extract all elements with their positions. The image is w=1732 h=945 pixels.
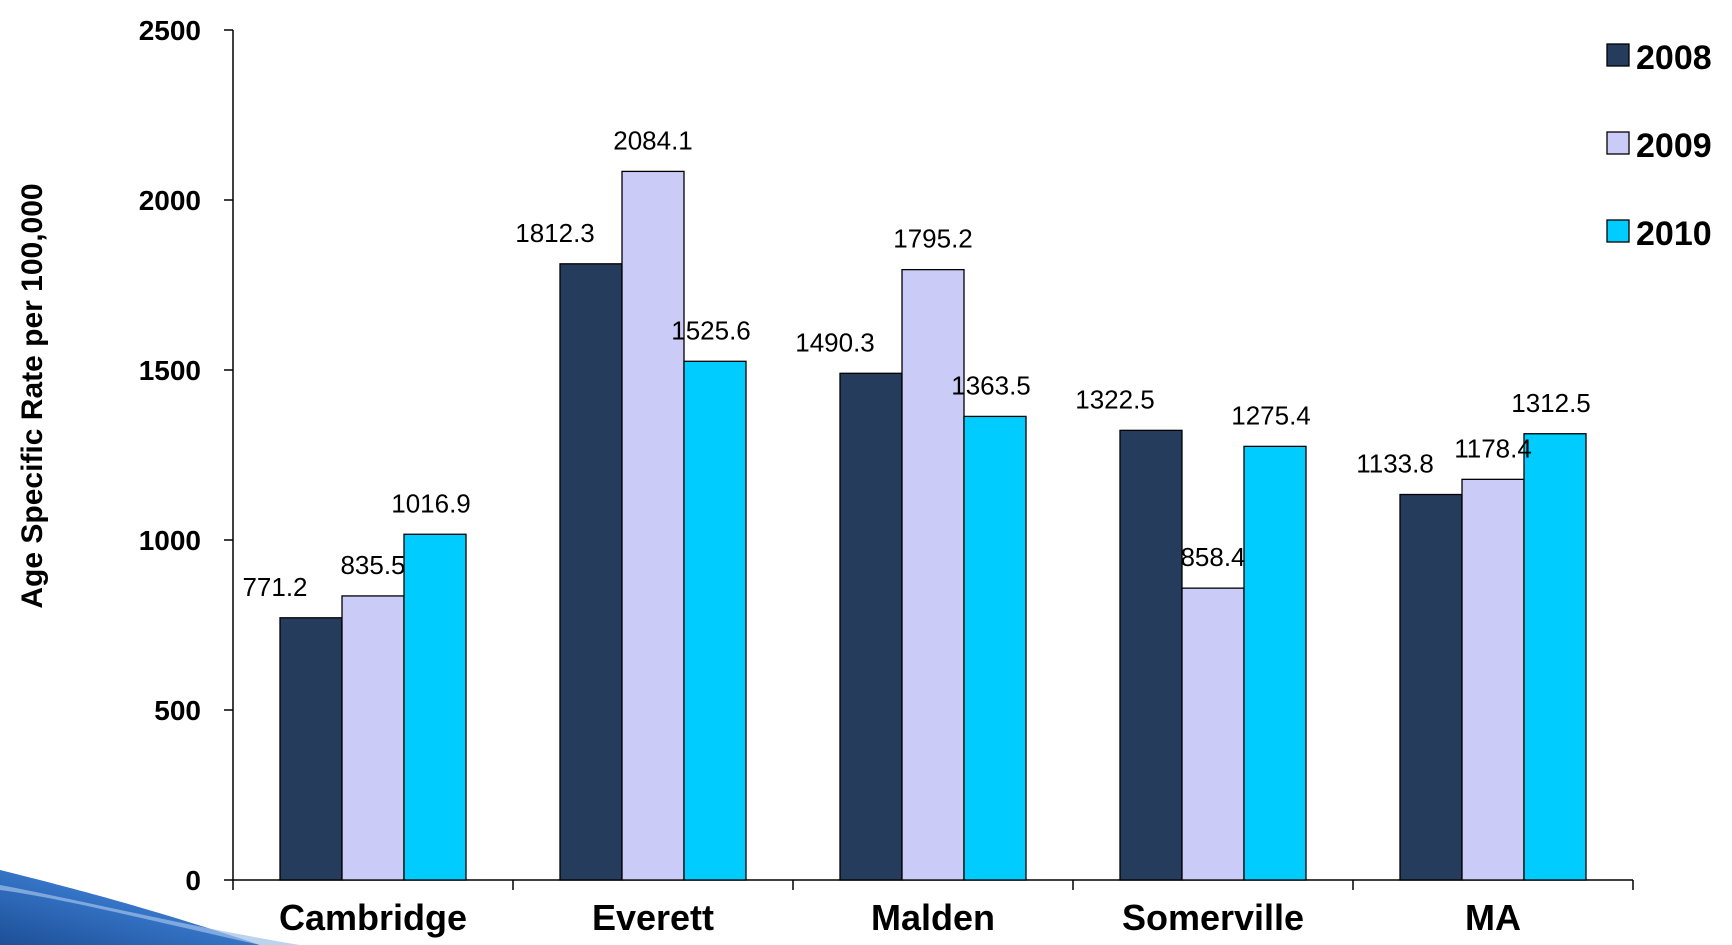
data-label: 1275.4 bbox=[1231, 400, 1311, 430]
bar-2009-somerville bbox=[1181, 587, 1245, 881]
bar-2010-everett bbox=[683, 360, 747, 881]
legend-label-2010: 2010 bbox=[1636, 215, 1712, 253]
y-tick-label: 1000 bbox=[139, 525, 201, 556]
bars bbox=[279, 170, 1587, 881]
legend-swatch-2008 bbox=[1606, 43, 1630, 67]
y-tick-label: 2000 bbox=[139, 185, 201, 216]
data-label: 1795.2 bbox=[893, 224, 973, 254]
data-label: 1363.5 bbox=[951, 370, 1031, 400]
data-labels: 771.2 835.5 1016.9 1812.3 2084.1 1525.6 1490.3… bbox=[242, 125, 1590, 601]
data-label: 1312.5 bbox=[1511, 388, 1591, 418]
category-label: MA bbox=[1465, 897, 1521, 938]
data-label: 1178.4 bbox=[1454, 433, 1532, 463]
data-label: 1490.3 bbox=[795, 327, 875, 357]
bar-2008-ma bbox=[1399, 493, 1463, 881]
data-label: 1525.6 bbox=[671, 315, 751, 345]
data-label: 858.4 bbox=[1180, 542, 1245, 572]
y-tick-label: 0 bbox=[185, 865, 201, 896]
data-label: 835.5 bbox=[340, 550, 405, 580]
bar-2008-everett bbox=[559, 263, 623, 881]
bar-2010-ma bbox=[1523, 433, 1587, 881]
bar-2010-somerville bbox=[1243, 445, 1307, 881]
data-label: 2084.1 bbox=[613, 125, 693, 155]
y-tick-label: 1500 bbox=[139, 355, 201, 386]
category-label: Somerville bbox=[1122, 897, 1304, 938]
legend-swatch-2010 bbox=[1606, 219, 1630, 243]
x-axis: Cambridge Everett Malden Somerville MA bbox=[232, 879, 1634, 938]
bar-2009-malden bbox=[901, 268, 965, 881]
bar-2008-somerville bbox=[1119, 429, 1183, 881]
data-label: 1133.8 bbox=[1356, 449, 1434, 479]
y-axis: 0 500 1000 1500 2000 2500 bbox=[139, 15, 234, 896]
bar-2009-cambridge bbox=[341, 595, 405, 881]
category-label: Everett bbox=[592, 897, 714, 938]
legend: 2008 2009 2010 bbox=[1606, 39, 1712, 253]
data-label: 1812.3 bbox=[515, 218, 595, 248]
bar-2008-cambridge bbox=[279, 617, 343, 881]
legend-swatch-2009 bbox=[1606, 131, 1630, 155]
data-label: 1322.5 bbox=[1075, 384, 1155, 414]
bar-2009-everett bbox=[621, 170, 685, 881]
category-label: Cambridge bbox=[279, 897, 467, 938]
data-label: 771.2 bbox=[242, 572, 307, 602]
bar-2008-malden bbox=[839, 372, 903, 881]
data-label: 1016.9 bbox=[391, 488, 471, 518]
bar-2010-malden bbox=[963, 415, 1027, 881]
legend-label-2009: 2009 bbox=[1636, 127, 1712, 165]
y-tick-label: 500 bbox=[154, 695, 201, 726]
bar-2009-ma bbox=[1461, 478, 1525, 881]
legend-label-2008: 2008 bbox=[1636, 39, 1712, 77]
category-label: Malden bbox=[871, 897, 995, 938]
y-axis-title: Age Specific Rate per 100,000 bbox=[16, 183, 49, 608]
bar-2010-cambridge bbox=[403, 533, 467, 881]
y-tick-label: 2500 bbox=[139, 15, 201, 46]
